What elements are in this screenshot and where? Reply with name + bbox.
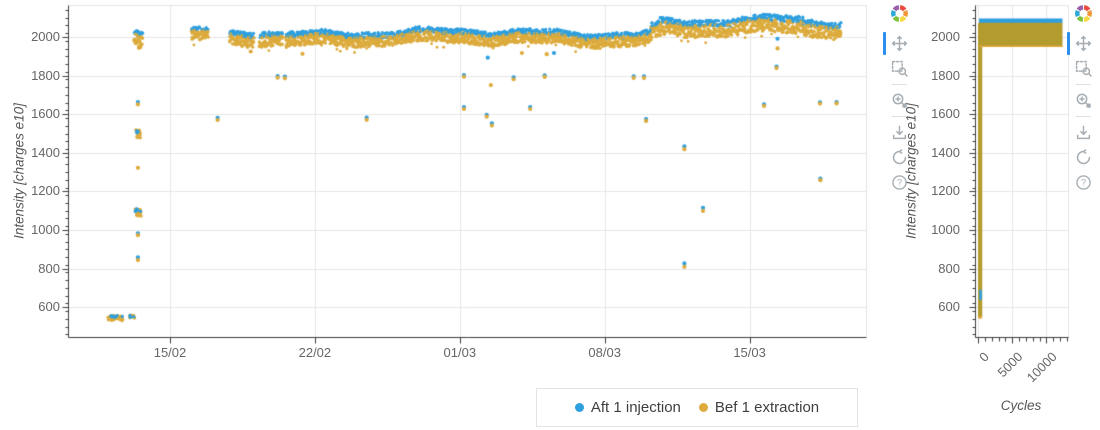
wheel-zoom-tool-button[interactable] [1073,91,1093,110]
y-tick-label: 1200 [931,183,960,199]
x-tick-label-date: 15/02 [153,345,187,360]
reset-tool-button[interactable] [889,148,909,167]
legend-marker-icon [698,403,708,412]
y-tick-label: 1800 [31,67,60,83]
x-tick-label-date: 08/03 [588,345,621,360]
legend-label: Bef 1 extraction [714,399,820,416]
y-tick-label: 1000 [931,222,960,237]
pan-tool-button[interactable] [889,34,909,53]
help-tool-icon: ? [1075,174,1092,191]
save-tool-button[interactable] [889,123,909,142]
box-zoom-tool-icon [1075,60,1092,77]
y-tick-label: 1400 [931,144,960,160]
box-zoom-tool-button[interactable] [889,59,909,78]
legend-marker-icon [574,403,584,412]
toolbar-divider [891,84,907,85]
reset-tool-button[interactable] [1073,148,1093,167]
y-tick-label: 1600 [31,106,60,122]
pan-tool-icon [1075,35,1092,52]
active-tool-indicator [1067,32,1070,55]
pan-tool-button[interactable] [1073,34,1093,53]
svg-text:?: ? [896,178,901,188]
y-tick-label: 600 [938,299,960,315]
y-axis-label-time-plot: Intensity [charges e10] [11,103,27,239]
y-tick-label: 2000 [31,29,60,44]
legend: Aft 1 injection Bef 1 extraction [536,388,858,427]
wheel-zoom-tool-button[interactable] [889,91,909,110]
y-tick-label: 800 [938,260,960,276]
y-tick-label: 1400 [31,144,60,160]
reset-tool-icon [891,149,908,166]
bokeh-logo-icon[interactable] [889,3,910,24]
help-tool-button[interactable]: ? [889,173,909,192]
toolbar-cycles-plot: ? [1067,3,1098,195]
svg-text:?: ? [1080,178,1085,188]
y-tick-label: 1600 [931,106,960,122]
x-tick-label-date: 22/02 [298,345,332,360]
x-axis-label-cycles: Cycles [1000,398,1042,413]
y-tick-label: 600 [38,299,60,315]
x-tick-label-date: 15/03 [733,345,766,360]
help-tool-button[interactable]: ? [1073,173,1093,192]
active-tool-indicator [883,32,886,55]
toolbar-time-plot: ? [883,3,914,195]
save-tool-icon [1075,124,1092,141]
wheel-zoom-tool-icon [891,92,908,109]
y-tick-label: 2000 [931,29,960,44]
y-tick-label: 1800 [931,67,960,83]
y-tick-label: 800 [38,260,60,276]
legend-item[interactable]: Aft 1 injection [574,399,681,416]
wheel-zoom-tool-icon [1075,92,1092,109]
help-tool-icon: ? [891,174,908,191]
reset-tool-icon [1075,149,1092,166]
y-tick-label: 1200 [31,183,60,199]
save-tool-button[interactable] [1073,123,1093,142]
bokeh-logo-icon[interactable] [1073,3,1094,24]
y-tick-label: 1000 [31,222,60,237]
pan-tool-icon [891,35,908,52]
box-zoom-tool-button[interactable] [1073,59,1093,78]
toolbar-divider [1075,116,1091,117]
legend-item[interactable]: Bef 1 extraction [698,399,820,416]
save-tool-icon [891,124,908,141]
x-tick-label-date: 01/03 [443,345,477,360]
toolbar-divider [1075,84,1091,85]
toolbar-divider [891,116,907,117]
legend-label: Aft 1 injection [590,399,681,416]
box-zoom-tool-icon [891,60,908,77]
